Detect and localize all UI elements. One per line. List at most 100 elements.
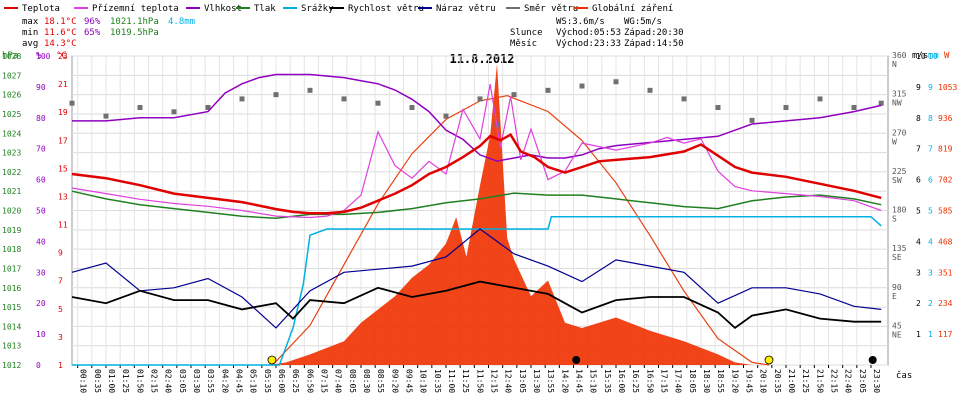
axis-tick-ms: 1 [916, 330, 921, 339]
x-tick-label: 10:35 [433, 369, 442, 393]
axis-tick-mm: 4 [928, 237, 933, 246]
legend-swatch [574, 7, 588, 9]
x-tick-label: 04:20 [220, 369, 229, 393]
axis-tick-ms: 2 [916, 299, 921, 308]
x-tick-label: 17:15 [660, 369, 669, 393]
series-line-p-zemn-teplota [71, 83, 882, 219]
legend-label: Přízemní teplota [92, 4, 179, 14]
axis-tick-pct: 10 [36, 330, 46, 339]
wind-direction-point [239, 96, 245, 102]
x-tick-label: 21:00 [787, 369, 796, 393]
info-sunrise: Východ:05:53 [556, 28, 621, 38]
axis-tick-temp: 19 [58, 108, 68, 117]
legend-swatch [74, 7, 88, 9]
x-tick-label: 16:00 [617, 369, 626, 393]
info-sunset: Západ:20:30 [624, 28, 684, 38]
x-tick-label: 10:10 [419, 369, 428, 393]
axis-tick-temp: 1 [58, 361, 63, 370]
axis-tick-mm: 6 [928, 176, 933, 185]
legend-label: Globální záření [592, 4, 673, 14]
x-tick-label: 05:35 [263, 369, 272, 393]
axis-tick-ms: 8 [916, 114, 921, 123]
axis-tick-direction: 135 [892, 244, 907, 253]
axis-tick-temp: 11 [58, 221, 68, 230]
axis-tick-hpa: 1014 [2, 322, 21, 331]
axis-unit-pct: % [36, 51, 42, 61]
legend-label: Tlak [254, 4, 276, 14]
axis-tick-temp: 15 [58, 164, 68, 173]
x-tick-label: 07:40 [334, 369, 343, 393]
x-tick-label: 18:05 [688, 369, 697, 393]
sunset-marker [764, 355, 774, 365]
x-tick-label: 21:50 [815, 369, 824, 393]
x-tick-label: 08:30 [362, 369, 371, 393]
x-tick-label: 19:20 [730, 369, 739, 393]
wind-direction-point [137, 105, 143, 110]
x-tick-label: 03:55 [206, 369, 215, 393]
x-tick-label: 19:45 [745, 369, 754, 393]
x-tick-label: 03:05 [178, 369, 187, 393]
x-tick-label: 08:05 [348, 369, 357, 393]
axis-tick-mm: 1 [928, 330, 933, 339]
axis-tick-temp: 5 [58, 305, 63, 314]
axis-tick-hpa: 1018 [2, 245, 21, 254]
wind-direction-point [647, 87, 653, 93]
axis-tick-ms: 5 [916, 207, 921, 216]
axis-tick-temp: 3 [58, 333, 63, 342]
series-line-vlhkost [72, 73, 882, 162]
axis-tick-ms: 9 [916, 83, 921, 92]
moonrise-marker [868, 356, 877, 364]
info-sun-label: Slunce [510, 28, 543, 38]
axis-tick-hpa: 1028 [2, 52, 21, 61]
x-tick-label: 15:10 [589, 369, 598, 393]
wind-direction-point [851, 105, 857, 110]
x-tick-label: 01:25 [121, 369, 130, 393]
x-tick-label: 22:15 [830, 369, 839, 393]
axis-tick-hpa: 1017 [2, 264, 21, 273]
moonset-marker [572, 356, 581, 364]
x-tick-label: 07:15 [320, 369, 329, 393]
axis-tick-direction-label: SW [892, 176, 902, 185]
legend: Teplota Přízemní teplota Vlhkost Tlak Srážky… [4, 4, 673, 14]
axis-tick-w: 351 [938, 268, 953, 277]
axis-tick-direction-label: NE [892, 330, 902, 339]
x-tick-label: 12:15 [490, 369, 499, 393]
x-tick-label: 01:00 [107, 369, 116, 393]
axis-tick-mm: 3 [928, 268, 933, 277]
info-moonrise: Východ:23:33 [556, 39, 621, 49]
axis-unit-hpa: hPa [2, 51, 18, 61]
axis-tick-ms: 7 [916, 145, 921, 154]
x-tick-label: 11:00 [447, 369, 456, 393]
legend-swatch [506, 7, 520, 9]
axis-tick-hpa: 1021 [2, 187, 21, 196]
x-tick-label: 02:40 [164, 369, 173, 393]
legend-label: Rychlost větru [348, 4, 424, 14]
x-tick-label: 00:35 [93, 369, 102, 393]
sunrise-marker [267, 355, 277, 365]
axis-tick-direction-label: N [892, 60, 897, 69]
axis-tick-hpa: 1016 [2, 284, 21, 293]
stat-max-hum: 96% [84, 17, 101, 27]
axis-unit-ms: m/s [912, 51, 928, 61]
axis-tick-mm: 10 [928, 52, 938, 61]
wind-direction-point [171, 109, 177, 115]
axis-tick-pct: 20 [36, 299, 46, 308]
axis-tick-direction-label: S [892, 215, 897, 224]
info-wg: WG:5m/s [624, 17, 662, 27]
x-tick-label: 09:45 [405, 369, 414, 393]
axis-unit-w: W [944, 51, 950, 61]
series-line-teoreticke-zareni [272, 94, 770, 366]
legend-label: Vlhkost [204, 4, 242, 14]
x-tick-label: 14:20 [560, 369, 569, 393]
axis-tick-direction: 315 [892, 90, 907, 99]
wind-direction-point [443, 113, 449, 119]
axis-tick-hpa: 1024 [2, 129, 21, 138]
x-tick-label: 18:30 [702, 369, 711, 393]
x-tick-label: 11:25 [461, 369, 470, 393]
info-ws: WS:3.6m/s [556, 17, 605, 27]
axis-tick-hpa: 1025 [2, 110, 21, 119]
stat-max-label: max [22, 17, 39, 27]
axis-tick-temp: 7 [58, 277, 63, 286]
